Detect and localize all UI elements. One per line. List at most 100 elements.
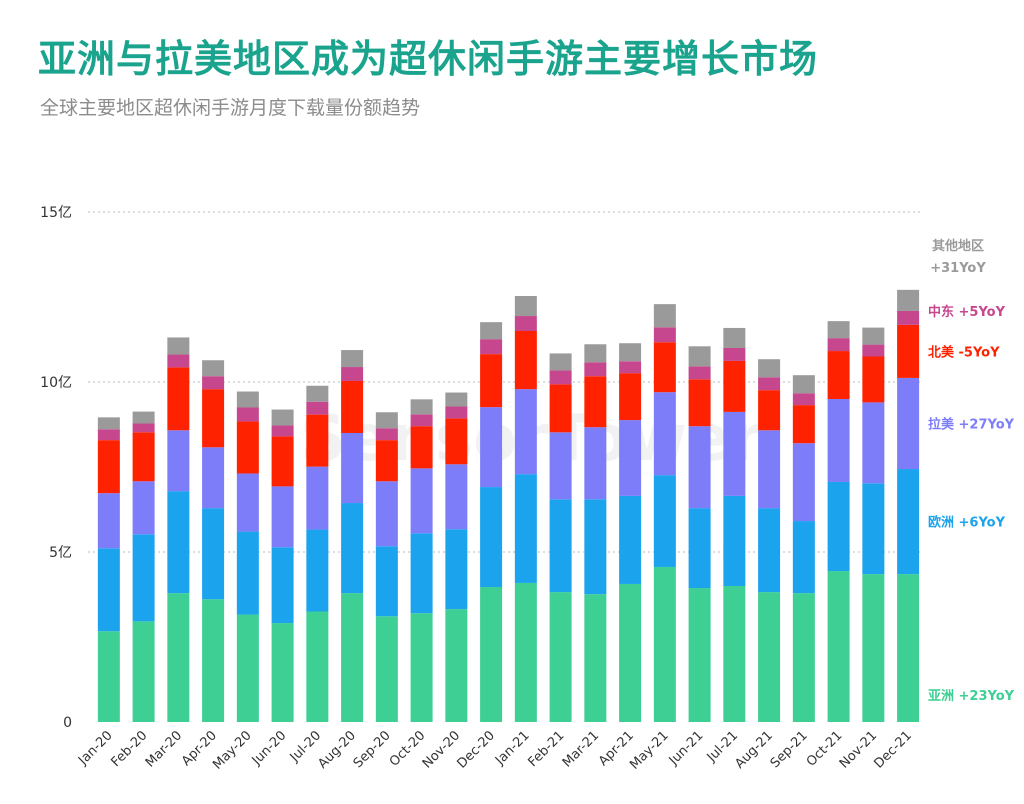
bar-segment xyxy=(480,339,503,355)
bar-stack-jan-21 xyxy=(514,295,537,722)
bar-segment xyxy=(236,473,259,532)
bar-segment xyxy=(132,534,155,622)
bar-segment xyxy=(306,401,329,415)
y-axis-tick-labels: 0 5亿 10亿 15亿 xyxy=(40,205,72,731)
bar-segment xyxy=(758,592,781,722)
bar-segment xyxy=(758,430,781,509)
bar-segment xyxy=(236,614,259,722)
bar-segment xyxy=(514,331,537,390)
bar-segment xyxy=(445,529,468,610)
bar-segment xyxy=(132,621,155,722)
bar-segment xyxy=(271,623,294,722)
bar-stack-dec-21 xyxy=(897,289,920,722)
bar-segment xyxy=(132,481,155,535)
bar-segment xyxy=(827,481,850,572)
bar-segment xyxy=(202,447,225,509)
bar-stack-nov-21 xyxy=(862,327,885,722)
bar-segment xyxy=(271,425,294,437)
bar-segment xyxy=(271,409,294,426)
bar-segment xyxy=(688,426,711,509)
bar-segment xyxy=(97,429,120,441)
bar-segment xyxy=(653,566,676,722)
bar-segment xyxy=(202,599,225,722)
x-tick-label: Nov-20 xyxy=(420,728,463,771)
bar-segment xyxy=(723,360,746,412)
bar-segment xyxy=(445,392,468,407)
bar-segment xyxy=(688,379,711,427)
bar-segment xyxy=(862,483,885,575)
bar-segment xyxy=(792,375,815,394)
bar-segment xyxy=(410,468,433,534)
x-tick-label: Jan-20 xyxy=(75,728,116,769)
bar-segment xyxy=(862,402,885,484)
bar-segment xyxy=(375,481,398,547)
bar-segment xyxy=(862,344,885,357)
bar-segment xyxy=(792,405,815,444)
chart-title: 亚洲与拉美地区成为超休闲手游主要增长市场 xyxy=(38,37,819,81)
bar-segment xyxy=(653,392,676,476)
bar-segment xyxy=(167,593,190,722)
bar-segment xyxy=(306,529,329,612)
bar-segment xyxy=(862,574,885,722)
bar-stack-aug-21 xyxy=(758,359,781,722)
bar-segment xyxy=(584,499,607,595)
bar-segment xyxy=(584,362,607,377)
bar-segment xyxy=(792,393,815,406)
x-tick-label: Sep-20 xyxy=(351,728,394,771)
y-tick-label: 0 xyxy=(63,715,72,731)
bar-segment xyxy=(827,338,850,352)
bar-segment xyxy=(514,474,537,583)
bar-segment xyxy=(549,432,572,500)
bar-segment xyxy=(584,594,607,722)
legend-label-2: 拉美 +27YoY xyxy=(928,416,1015,432)
bar-segment xyxy=(688,588,711,722)
bar-stack-jun-21 xyxy=(688,346,711,722)
bar-segment xyxy=(167,491,190,594)
x-tick-label: Feb-20 xyxy=(109,728,151,770)
bar-segment xyxy=(723,586,746,722)
bar-stack-sep-20 xyxy=(375,412,398,722)
x-tick-label: Feb-21 xyxy=(526,728,568,770)
bar-segment xyxy=(862,327,885,345)
x-tick-label: Dec-21 xyxy=(872,728,915,771)
bar-stack-aug-20 xyxy=(341,350,364,722)
bar-segment xyxy=(445,609,468,722)
y-tick-label: 5亿 xyxy=(49,545,72,561)
bar-segment xyxy=(688,508,711,589)
bar-stack-oct-21 xyxy=(827,321,850,722)
x-tick-label: Dec-20 xyxy=(455,728,498,771)
bar-segment xyxy=(549,592,572,722)
bar-stack-may-21 xyxy=(653,304,676,722)
bar-segment xyxy=(410,426,433,469)
bar-segment xyxy=(132,411,155,424)
x-tick-label: May-21 xyxy=(627,728,671,772)
legend-label-4: 中东 +5YoY xyxy=(928,304,1006,320)
bar-segment xyxy=(202,389,225,448)
bar-stack-may-20 xyxy=(236,391,259,722)
x-tick-label: Nov-21 xyxy=(837,728,880,771)
bar-segment xyxy=(236,391,259,408)
bar-stack-jul-21 xyxy=(723,327,746,722)
bar-segment xyxy=(514,295,537,317)
bar-segment xyxy=(306,466,329,530)
bar-segment xyxy=(862,356,885,403)
bar-segment xyxy=(688,366,711,380)
bar-segment xyxy=(132,432,155,482)
bar-segment xyxy=(584,344,607,363)
bar-stack-jan-20 xyxy=(97,417,120,722)
x-tick-label: Jun-20 xyxy=(249,728,290,769)
bar-segment xyxy=(341,593,364,722)
bar-segment xyxy=(341,380,364,433)
bar-segment xyxy=(480,407,503,488)
bar-segment xyxy=(306,611,329,722)
bar-segment xyxy=(410,613,433,722)
bar-segment xyxy=(897,310,920,325)
bar-stack-oct-20 xyxy=(410,399,433,722)
bar-segment xyxy=(549,370,572,385)
bar-segment xyxy=(271,547,294,624)
bar-segment xyxy=(897,289,920,311)
bar-segment xyxy=(653,342,676,393)
bar-segment xyxy=(236,421,259,474)
bar-segment xyxy=(723,327,746,348)
bar-stack-jul-20 xyxy=(306,385,329,722)
